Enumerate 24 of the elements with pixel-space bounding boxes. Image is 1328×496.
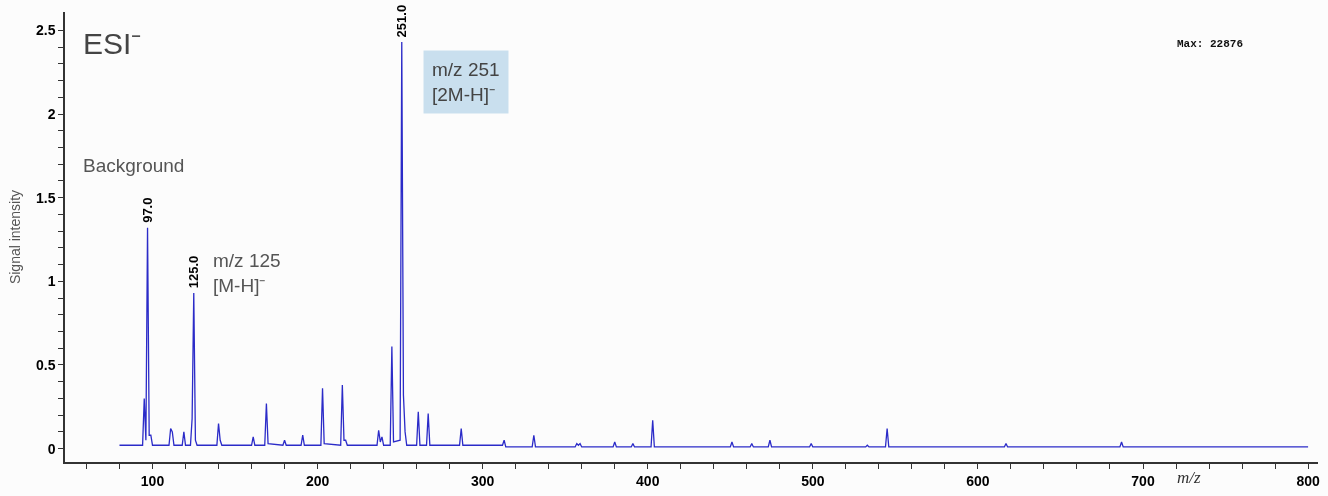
x-tick-label: 100 bbox=[140, 472, 165, 489]
x-tick-label: 200 bbox=[305, 472, 330, 489]
annotation: 251.0 bbox=[394, 4, 410, 38]
x-tick-label: 600 bbox=[966, 472, 990, 489]
y-tick-label: 1.5 bbox=[35, 189, 56, 206]
annotation: 125.0 bbox=[186, 255, 202, 289]
x-tick-label: 400 bbox=[636, 472, 660, 489]
y-tick-label: 0.5 bbox=[35, 356, 56, 373]
x-tick-label: 300 bbox=[470, 472, 495, 489]
y-axis-title: Signal intensity bbox=[7, 189, 24, 285]
x-tick-label: 700 bbox=[1131, 472, 1155, 489]
annotation: 97.0 bbox=[140, 197, 156, 223]
y-tick-label: 0 bbox=[47, 440, 56, 457]
y-tick-label: 2 bbox=[47, 105, 56, 122]
y-tick-label: 1 bbox=[47, 273, 56, 290]
annotation: m/z 125 [M-H]⁻ bbox=[213, 250, 281, 296]
x-tick-label: 500 bbox=[801, 472, 825, 489]
y-tick-label: 2.5 bbox=[35, 22, 56, 39]
x-tick-label: 800 bbox=[1296, 472, 1320, 489]
annotation: Background bbox=[83, 155, 185, 176]
annotation: Max: 22876 bbox=[1177, 38, 1244, 50]
annotation: ESI⁻ bbox=[83, 27, 142, 60]
x-axis-title: m/z bbox=[1177, 468, 1201, 487]
annotation: m/z 251 [2M-H]⁻ bbox=[432, 59, 500, 105]
